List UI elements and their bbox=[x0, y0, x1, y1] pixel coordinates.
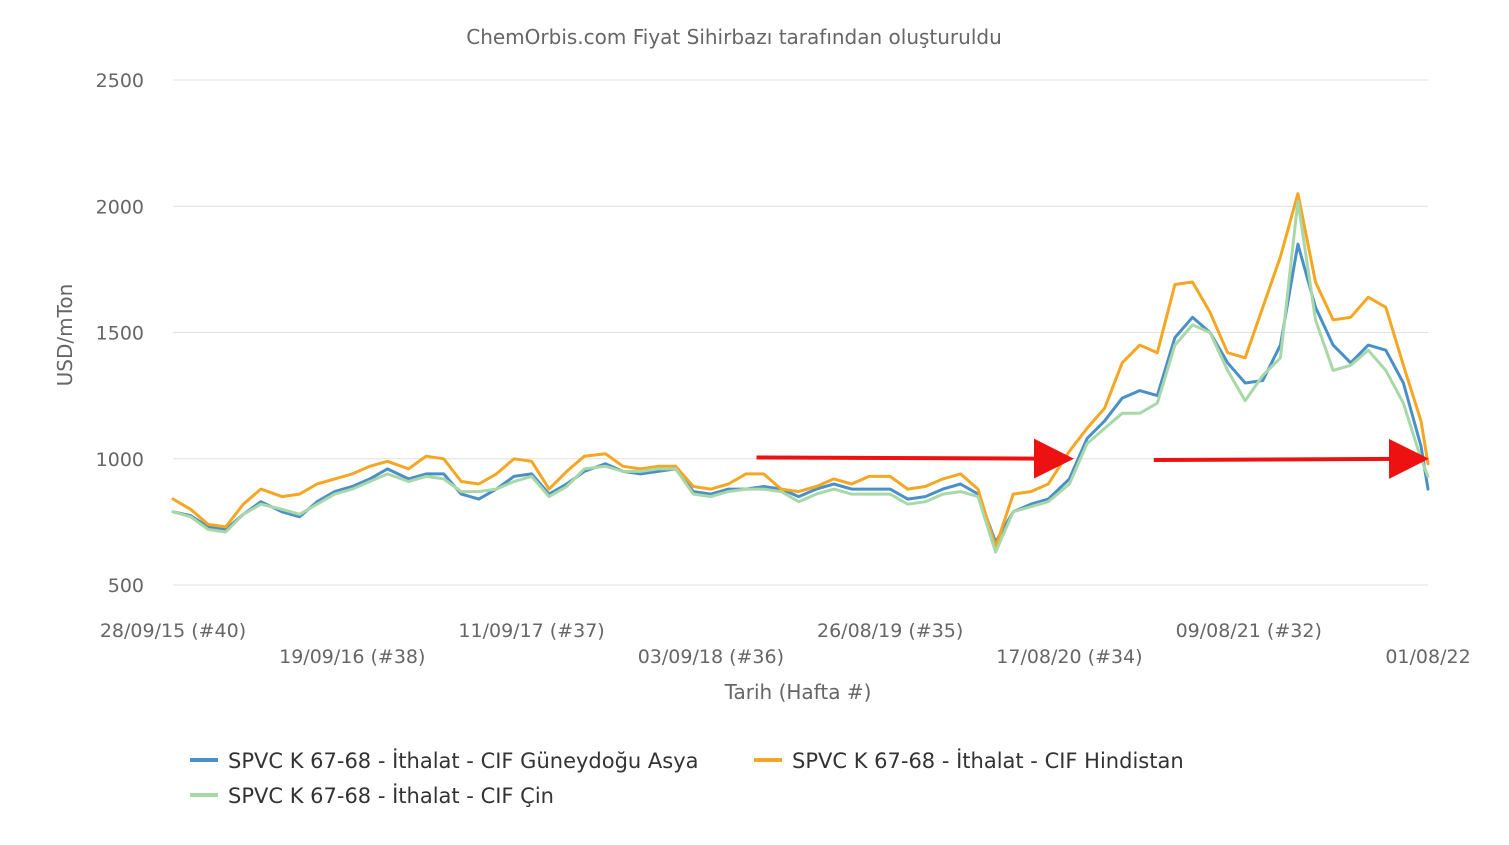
y-axis-ticks: 500 1000 1500 2000 2500 bbox=[96, 70, 144, 597]
series-lines bbox=[171, 192, 1430, 554]
x-axis-ticks: 28/09/15 (#40) 19/09/16 (#38) 11/09/17 (#3… bbox=[100, 620, 1471, 668]
series-line-1 bbox=[171, 242, 1430, 544]
y-tick-label: 1000 bbox=[96, 449, 144, 471]
x-tick-label: 17/08/20 (#34) bbox=[996, 646, 1142, 668]
y-tick-label: 1500 bbox=[96, 323, 144, 345]
legend-item-label: SPVC K 67-68 - İthalat - CIF Hindistan bbox=[792, 748, 1184, 773]
legend-item-label: SPVC K 67-68 - İthalat - CIF Çin bbox=[228, 783, 554, 808]
x-tick-label: 01/08/22 bbox=[1385, 646, 1470, 668]
x-tick-label: 28/09/15 (#40) bbox=[100, 620, 246, 642]
series-line-3 bbox=[171, 199, 1430, 554]
y-tick-label: 2500 bbox=[96, 70, 144, 92]
x-tick-label: 26/08/19 (#35) bbox=[817, 620, 963, 642]
x-tick-label: 11/09/17 (#37) bbox=[458, 620, 604, 642]
series-line-2 bbox=[171, 192, 1430, 549]
x-tick-label: 19/09/16 (#38) bbox=[279, 646, 425, 668]
legend-item-label: SPVC K 67-68 - İthalat - CIF Güneydoğu A… bbox=[228, 748, 699, 773]
annotation-arrow-2 bbox=[1153, 438, 1429, 479]
y-axis-label: USD/mTon bbox=[53, 284, 77, 387]
annotation-arrow-1 bbox=[756, 438, 1074, 479]
x-axis-label: Tarih (Hafta #) bbox=[724, 680, 872, 704]
y-tick-label: 500 bbox=[108, 575, 144, 597]
gridlines bbox=[173, 79, 1428, 586]
x-tick-label: 09/08/21 (#32) bbox=[1176, 620, 1322, 642]
y-tick-label: 2000 bbox=[96, 196, 144, 218]
chart-title: ChemOrbis.com Fiyat Sihirbazı tarafından… bbox=[466, 25, 1002, 49]
legend: SPVC K 67-68 - İthalat - CIF Güneydoğu A… bbox=[190, 748, 1184, 808]
annotation-arrows bbox=[756, 438, 1429, 479]
x-tick-label: 03/09/18 (#36) bbox=[638, 646, 784, 668]
